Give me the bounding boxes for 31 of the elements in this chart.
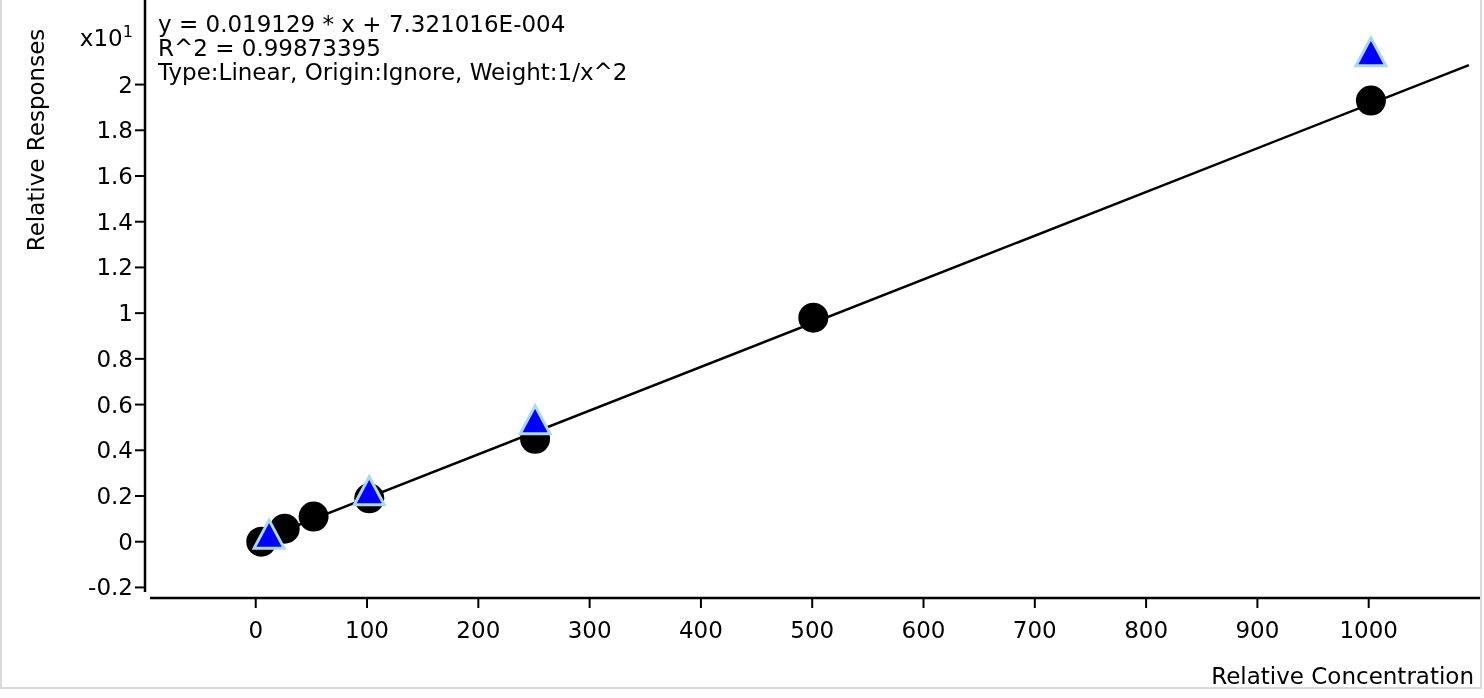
annotation: y = 0.019129 * x + 7.321016E-004 — [158, 11, 566, 37]
x-tick-label: 600 — [901, 617, 946, 643]
y-tick-label: 0.6 — [96, 391, 133, 418]
y-axis-title: Relative Responses — [23, 28, 49, 252]
x-tick-label: 1000 — [1339, 617, 1398, 643]
y-tick-label: 0.2 — [96, 483, 133, 510]
y-tick-label: 2 — [118, 71, 133, 98]
x-axis-title: Relative Concentration — [1211, 663, 1474, 689]
text: x10$^{1}$ — [79, 21, 133, 51]
x-tick-label: 900 — [1235, 617, 1280, 643]
y-tick-label: 1.4 — [96, 208, 133, 235]
y-tick-label: 1.6 — [96, 163, 133, 190]
point — [298, 501, 329, 532]
x-tick-label: 800 — [1124, 617, 1169, 643]
y-tick-label: 1.8 — [96, 117, 133, 144]
point — [798, 302, 829, 333]
x-tick-label: 0 — [248, 617, 264, 643]
y-tick-label: 1.2 — [96, 254, 133, 281]
x-tick-label: 300 — [567, 617, 612, 643]
x-tick-label: 400 — [678, 617, 723, 643]
x-tick-label: 700 — [1012, 617, 1057, 643]
y-tick-label: 0 — [118, 528, 133, 555]
x-tick-label: 200 — [456, 617, 501, 643]
y-tick-label: 1 — [118, 300, 133, 327]
annotation: Type:Linear, Origin:Ignore, Weight:1/x^2 — [157, 59, 628, 85]
x-tick-label: 500 — [790, 617, 835, 643]
y-tick-label: 0.8 — [96, 345, 133, 372]
point — [1355, 85, 1386, 116]
y-tick-label: 0.4 — [96, 437, 133, 464]
y-tick-label: -0.2 — [88, 574, 133, 601]
x-tick-label: 100 — [345, 617, 389, 643]
